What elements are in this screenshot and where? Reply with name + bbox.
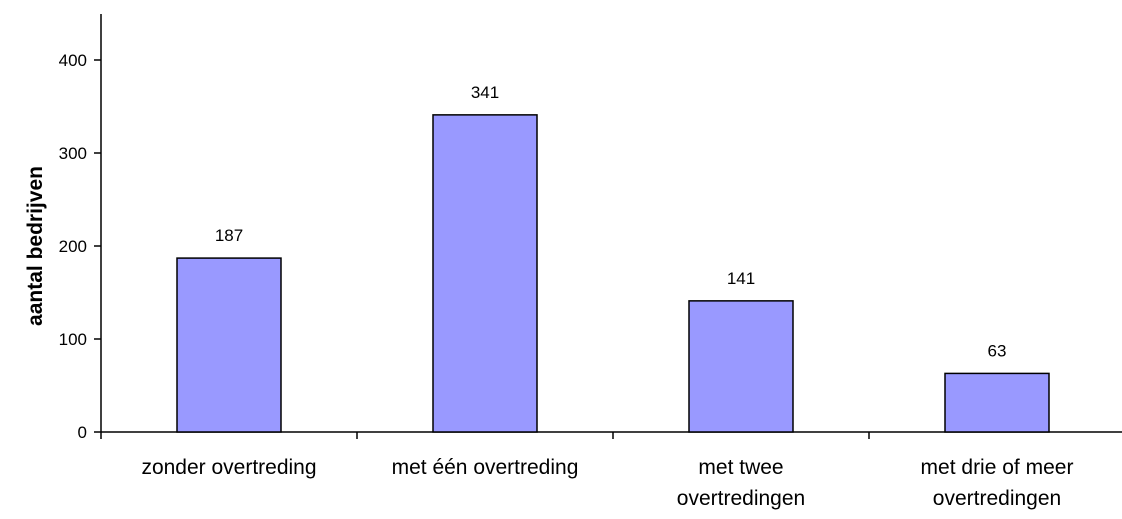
y-tick-label: 100: [59, 330, 87, 349]
bar: [688, 300, 794, 433]
x-category-label: met drie of meer overtredingen: [921, 456, 1074, 510]
data-label: 341: [471, 83, 499, 102]
data-label: 63: [988, 341, 1007, 360]
y-tick-label: 400: [59, 51, 87, 70]
x-category-label: met één overtreding: [392, 456, 579, 479]
y-tick-label: 0: [78, 423, 87, 442]
labels: 187 zonder overtreding 341 met één overtred…: [141, 83, 1073, 510]
y-tick-label: 200: [59, 237, 87, 256]
bars: [176, 114, 1050, 433]
bar: [432, 114, 538, 433]
y-axis-title: aantal bedrijven: [24, 166, 47, 326]
data-label: 187: [215, 226, 243, 245]
bar: [944, 372, 1050, 433]
x-category-label: met twee overtredingen: [677, 456, 805, 510]
x-category-label: zonder overtreding: [141, 456, 316, 479]
bar: [176, 257, 282, 433]
y-tick-label: 300: [59, 144, 87, 163]
data-label: 141: [727, 269, 755, 288]
y-axis-title-group: aantal bedrijven: [24, 166, 47, 326]
